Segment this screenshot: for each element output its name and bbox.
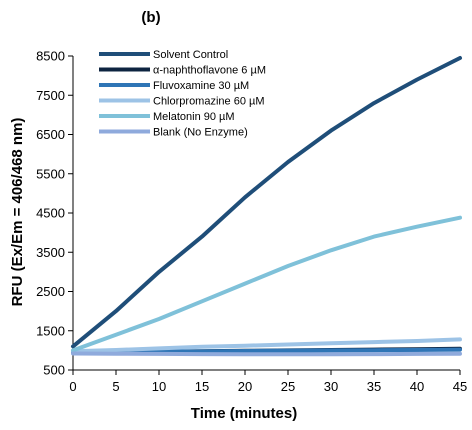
y-tick-label: 3500 [36, 245, 65, 260]
y-tick-label: 4500 [36, 206, 65, 221]
legend-label: Blank (No Enzyme) [153, 127, 248, 139]
legend-label: Chlorpromazine 60 µM [153, 96, 265, 108]
series-line-6 [71, 351, 462, 357]
y-tick-label: 7500 [36, 88, 65, 103]
legend-label: Melatonin 90 µM [153, 111, 235, 123]
y-tick-label: 1500 [36, 323, 65, 338]
legend: Solvent Control α-naphthoflavone 6 µM Fluv… [99, 49, 266, 139]
legend-label: Fluvoxamine 30 µM [153, 80, 249, 92]
x-tick-label: 40 [410, 379, 424, 394]
series-line-1 [71, 56, 462, 349]
y-tick-label: 500 [43, 363, 65, 378]
x-tick-label: 5 [112, 379, 119, 394]
x-tick-label: 0 [69, 379, 76, 394]
y-tick-label: 2500 [36, 284, 65, 299]
x-tick-label: 15 [195, 379, 209, 394]
legend-label: α-naphthoflavone 6 µM [153, 65, 266, 77]
series-lines [71, 56, 462, 357]
x-tick-label: 10 [152, 379, 166, 394]
x-tick-label: 20 [238, 379, 252, 394]
y-tick-label: 8500 [36, 49, 65, 64]
y-tick-label: 6500 [36, 127, 65, 142]
x-tick-label: 25 [281, 379, 295, 394]
axes: 500 1500 2500 3500 4500 5500 6500 7500 8500 0 5 10 1… [36, 49, 467, 395]
series-line-3 [71, 347, 462, 355]
legend-label: Solvent Control [153, 49, 228, 61]
series-line-4 [71, 337, 462, 354]
x-tick-label: 45 [453, 379, 467, 394]
x-axis-title: Time (minutes) [191, 405, 297, 422]
panel-label: (b) [141, 9, 160, 26]
x-tick-label: 35 [367, 379, 381, 394]
x-tick-label: 30 [324, 379, 338, 394]
y-tick-label: 5500 [36, 166, 65, 181]
series-line-5 [71, 215, 462, 353]
y-axis-title: RFU (Ex/Em = 406/468 nm) [9, 118, 26, 307]
